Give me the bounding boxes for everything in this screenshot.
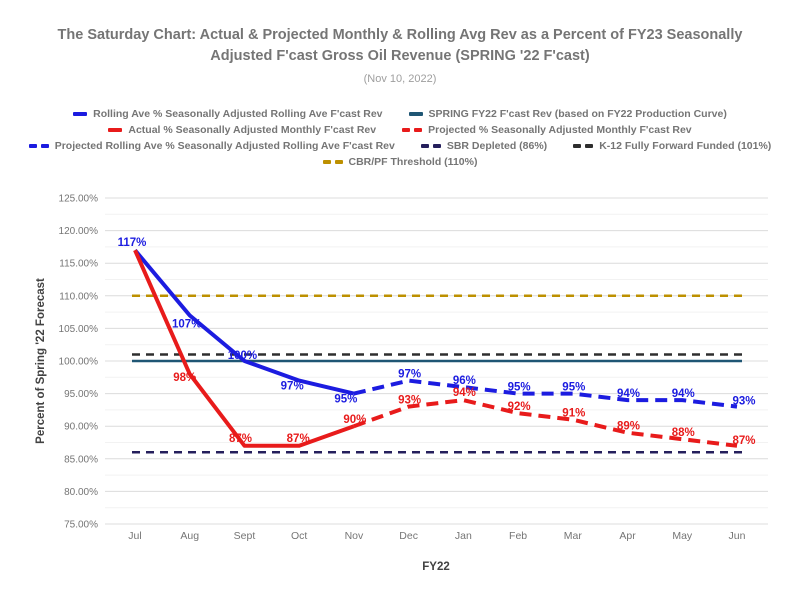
- chart-text: Sept: [234, 530, 256, 542]
- legend: Rolling Ave % Seasonally Adjusted Rollin…: [0, 106, 800, 170]
- chart-text: 90%: [343, 414, 366, 426]
- chart-text: 110.00%: [59, 291, 98, 302]
- legend-label: K-12 Fully Forward Funded (101%): [599, 140, 772, 152]
- legend-label: CBR/PF Threshold (110%): [348, 156, 478, 168]
- chart-text: 88%: [672, 427, 695, 439]
- series-line: [353, 398, 738, 448]
- chart-text: Mar: [564, 530, 583, 542]
- chart-text: 80.00%: [64, 487, 98, 498]
- legend-swatch-dashed-icon: [28, 144, 49, 148]
- chart-text: 90.00%: [64, 422, 98, 433]
- legend-swatch-solid-icon: [73, 112, 88, 116]
- legend-label: SPRING FY22 F'cast Rev (based on FY22 Pr…: [428, 108, 727, 120]
- legend-item: SPRING FY22 F'cast Rev (based on FY22 Pr…: [408, 108, 727, 120]
- chart-text: 85.00%: [64, 454, 98, 465]
- chart-text: Jul: [128, 530, 141, 542]
- chart-title: The Saturday Chart: Actual & Projected M…: [0, 25, 800, 67]
- chart-text: 120.00%: [59, 226, 99, 237]
- chart-text: Oct: [291, 530, 307, 542]
- chart-text: 87%: [732, 435, 755, 447]
- chart-text: 95.00%: [64, 389, 98, 400]
- legend-label: Rolling Ave % Seasonally Adjusted Rollin…: [93, 108, 383, 120]
- chart-text: May: [672, 530, 693, 542]
- legend-item: Projected % Seasonally Adjusted Monthly …: [402, 124, 692, 136]
- chart-text: 87%: [287, 433, 310, 445]
- chart-text: 93%: [398, 395, 421, 407]
- legend-swatch-dashed-icon: [322, 160, 343, 164]
- legend-row: Projected Rolling Ave % Seasonally Adjus…: [0, 138, 800, 154]
- chart-text: Percent of Spring '22 Forecast: [35, 278, 47, 444]
- legend-swatch-dashed-icon: [573, 144, 594, 148]
- series-line: [353, 378, 738, 409]
- chart-title-line1: The Saturday Chart: Actual & Projected M…: [57, 27, 743, 43]
- chart-text: 91%: [562, 408, 585, 420]
- chart-text: Jun: [729, 530, 746, 542]
- chart-title-line2: Adjusted F'cast Gross Oil Revenue (SPRIN…: [210, 48, 590, 64]
- legend-label: Projected % Seasonally Adjusted Monthly …: [428, 124, 692, 136]
- chart-text: Jan: [455, 530, 472, 542]
- chart-subtitle: (Nov 10, 2022): [363, 73, 437, 85]
- chart-text: Feb: [509, 530, 527, 542]
- chart-text: 125.00%: [59, 194, 99, 205]
- chart-text: 97%: [281, 381, 304, 393]
- chart-text: FY22: [422, 561, 450, 573]
- chart-text: 95%: [334, 394, 357, 406]
- legend-swatch-solid-icon: [108, 128, 123, 132]
- chart-plot: 75.00% 80.00% 85.00% 90.00% 95.00% 100.00% 105…: [35, 194, 768, 573]
- legend-swatch-dashed-icon: [402, 128, 423, 132]
- chart-text: 97%: [398, 369, 421, 381]
- chart-text: 107%: [172, 318, 201, 330]
- legend-row: CBR/PF Threshold (110%): [0, 154, 800, 170]
- legend-label: Projected Rolling Ave % Seasonally Adjus…: [54, 140, 395, 152]
- legend-item: K-12 Fully Forward Funded (101%): [573, 140, 771, 152]
- chart-text: Nov: [345, 530, 364, 542]
- legend-swatch-solid-icon: [408, 112, 423, 116]
- chart-text: Apr: [619, 530, 636, 542]
- chart-text: 89%: [617, 421, 640, 433]
- chart-text: 94%: [672, 388, 695, 400]
- legend-label: Actual % Seasonally Adjusted Monthly F'c…: [128, 124, 377, 136]
- chart-text: 95%: [508, 382, 531, 394]
- series-line: [133, 248, 355, 396]
- chart-text: 94%: [617, 388, 640, 400]
- legend-item: CBR/PF Threshold (110%): [322, 156, 478, 168]
- chart-text: 95%: [562, 382, 585, 394]
- legend-item: Rolling Ave % Seasonally Adjusted Rollin…: [73, 108, 383, 120]
- chart-text: Aug: [180, 530, 199, 542]
- chart-text: 98%: [173, 372, 196, 384]
- chart-text: 94%: [453, 387, 476, 399]
- chart-text: 100%: [228, 350, 257, 362]
- chart-text: 75.00%: [64, 520, 98, 531]
- legend-row: Actual % Seasonally Adjusted Monthly F'c…: [0, 122, 800, 138]
- chart-text: 96%: [453, 375, 476, 387]
- chart-text: 115.00%: [59, 259, 98, 270]
- series-line: [133, 249, 355, 448]
- legend-swatch-dashed-icon: [420, 144, 441, 148]
- chart-text: 93%: [732, 396, 755, 408]
- legend-row: Rolling Ave % Seasonally Adjusted Rollin…: [0, 106, 800, 122]
- chart-text: 117%: [118, 237, 147, 249]
- legend-item: Actual % Seasonally Adjusted Monthly F'c…: [108, 124, 376, 136]
- chart-text: 100.00%: [59, 357, 99, 368]
- chart-text: 87%: [229, 433, 252, 445]
- chart-text: Dec: [399, 530, 418, 542]
- legend-item: SBR Depleted (86%): [420, 140, 548, 152]
- legend-item: Projected Rolling Ave % Seasonally Adjus…: [28, 140, 395, 152]
- chart-text: 105.00%: [59, 324, 99, 335]
- legend-label: SBR Depleted (86%): [446, 140, 548, 152]
- chart-text: 92%: [508, 401, 531, 413]
